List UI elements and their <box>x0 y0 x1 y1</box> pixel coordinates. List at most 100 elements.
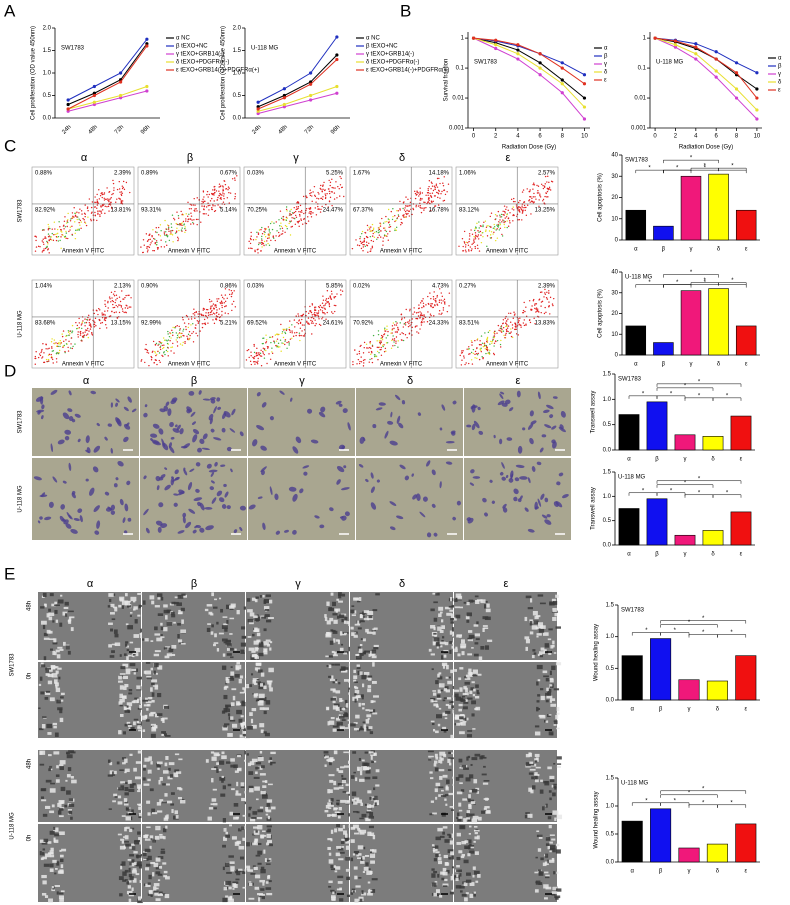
event-dot <box>94 201 96 203</box>
cell-patch <box>65 779 68 782</box>
event-dot <box>190 204 193 206</box>
event-dot <box>534 196 536 198</box>
x-tick-label: ε <box>744 869 747 875</box>
event-dot <box>520 326 522 328</box>
event-dot <box>476 244 479 246</box>
event-dot <box>431 303 433 305</box>
cell-patch <box>55 619 59 623</box>
column-header: ε <box>504 578 509 590</box>
cell <box>279 390 285 395</box>
event-dot <box>478 358 481 361</box>
event-dot <box>548 301 550 303</box>
event-dot <box>286 210 288 212</box>
event-dot <box>101 312 103 314</box>
cell <box>338 444 345 450</box>
event-dot <box>425 194 427 196</box>
cell-patch <box>329 802 333 805</box>
event-dot <box>501 330 503 332</box>
point <box>673 45 678 49</box>
cell-patch <box>434 633 437 637</box>
event-dot <box>110 197 112 199</box>
cell-patch <box>328 664 332 669</box>
cell-patch <box>546 695 553 699</box>
cell-patch <box>544 643 550 648</box>
cell-patch <box>176 602 182 606</box>
cell <box>519 495 523 500</box>
cell-patch <box>235 793 242 796</box>
point <box>119 80 123 84</box>
cell-patch <box>439 641 446 645</box>
event-dot <box>265 339 268 341</box>
cell-patch <box>228 647 234 651</box>
event-dot <box>492 227 495 229</box>
event-dot <box>103 199 106 201</box>
cell-patch <box>258 643 264 648</box>
cell-patch <box>363 727 367 732</box>
cell-patch <box>146 677 152 680</box>
event-dot <box>226 297 228 299</box>
cell-patch <box>443 688 448 692</box>
legend-entry: α NC <box>366 36 380 42</box>
column-header: δ <box>399 152 405 164</box>
cell-patch <box>54 609 58 614</box>
micrograph <box>350 592 453 660</box>
cell <box>502 507 508 513</box>
event-dot <box>113 294 116 297</box>
event-dot <box>496 237 499 239</box>
cell-patch <box>181 594 188 598</box>
event-dot <box>549 313 551 315</box>
cell-patch <box>336 615 340 619</box>
y-tick-label: 1.0 <box>603 397 612 403</box>
event-dot <box>224 294 227 296</box>
event-dot <box>462 245 464 248</box>
event-dot <box>468 362 470 365</box>
event-dot <box>359 236 362 238</box>
cell-patch <box>467 730 473 732</box>
significance-label: * <box>676 166 679 172</box>
event-dot <box>363 347 365 349</box>
event-dot <box>213 192 215 195</box>
event-dot <box>490 231 493 233</box>
series-line <box>257 36 338 103</box>
row-label: SW1783 <box>10 653 16 677</box>
cell-patch <box>134 776 141 780</box>
cell-patch <box>353 634 358 638</box>
event-dot <box>71 225 73 228</box>
annotation: U-118 MG <box>621 781 649 787</box>
event-dot <box>286 228 288 230</box>
event-dot <box>493 223 495 226</box>
cell-patch <box>171 601 176 605</box>
event-dot <box>489 226 492 228</box>
y-tick-label: 30 <box>611 174 618 180</box>
cell-patch <box>154 650 161 653</box>
cell <box>269 416 274 421</box>
x-tick-label: γ <box>688 869 691 875</box>
point <box>335 91 339 95</box>
event-dot <box>54 233 56 236</box>
event-dot <box>234 195 236 198</box>
event-dot <box>167 330 169 333</box>
y-tick-label: 1.5 <box>606 776 615 782</box>
event-dot <box>290 220 293 222</box>
event-dot <box>230 295 233 298</box>
event-dot <box>72 215 74 218</box>
cell-patch <box>369 653 375 657</box>
event-dot <box>190 212 192 214</box>
event-dot <box>395 336 398 338</box>
cell-patch <box>110 612 115 615</box>
cell-patch <box>163 609 170 614</box>
event-dot <box>58 221 60 223</box>
cell-patch <box>65 645 70 650</box>
cell <box>516 390 521 398</box>
event-dot <box>183 322 186 324</box>
plot-frame <box>455 166 559 256</box>
event-dot <box>254 363 256 365</box>
event-dot <box>526 188 528 190</box>
event-dot <box>402 207 404 210</box>
event-dot <box>484 220 487 222</box>
cell-patch <box>445 689 450 693</box>
event-dot <box>543 185 546 187</box>
cell-patch <box>357 627 362 630</box>
y-tick-label: 0.0 <box>606 698 615 704</box>
x-axis-label: Annexin V FITC <box>62 249 105 255</box>
